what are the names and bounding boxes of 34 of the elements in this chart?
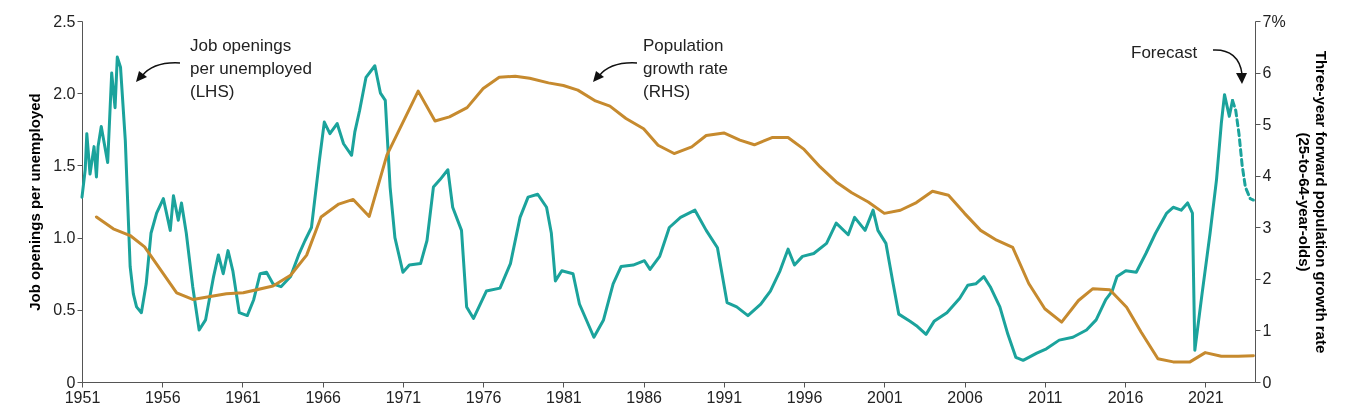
x-tick-label: 2011	[1028, 388, 1063, 406]
y2-tick-label: 5	[1262, 115, 1272, 133]
y-axis-title: Job openings per unemployed	[26, 93, 44, 311]
x-tick-label: 1976	[465, 388, 502, 406]
x-tick-label: 1981	[546, 388, 582, 406]
x-tick-label: 1956	[144, 388, 181, 406]
x-tick-label: 2006	[947, 388, 983, 406]
y2-tick-label: 3	[1262, 218, 1272, 236]
y2-tick-label: 0	[1262, 373, 1272, 391]
x-tick-label: 1991	[706, 388, 743, 406]
x-tick-label: 1986	[626, 388, 663, 406]
x-tick-label: 1961	[225, 388, 261, 406]
y2-tick-label: 7%	[1262, 12, 1286, 30]
y2-tick-label: 2	[1262, 270, 1272, 288]
x-tick-label: 1971	[385, 388, 422, 406]
x-tick-label: 2021	[1187, 388, 1224, 406]
x-tick-label: 1951	[64, 388, 101, 406]
annotation: Forecast	[1131, 43, 1198, 62]
annotation: Population growth rate (RHS)	[643, 36, 729, 101]
y-tick-label: 1.0	[53, 229, 76, 247]
y2-tick-label: 1	[1262, 321, 1272, 339]
y2-axis-title: Three-year forward population growth rate (25-to-64-year-olds)	[1295, 50, 1330, 354]
x-tick-label: 1996	[786, 388, 823, 406]
annotation: Job openings per unemployed (LHS)	[190, 36, 312, 101]
y-tick-label: 0.5	[53, 301, 76, 319]
x-tick-label: 1966	[305, 388, 342, 406]
y-tick-label: 1.5	[53, 156, 76, 174]
y-tick-label: 2.5	[53, 12, 76, 30]
y2-tick-label: 4	[1262, 167, 1272, 185]
x-tick-label: 2001	[867, 388, 903, 406]
y2-tick-label: 6	[1262, 64, 1272, 82]
y-tick-label: 2.0	[53, 84, 76, 102]
y-tick-label: 0	[66, 373, 76, 391]
x-tick-label: 2016	[1107, 388, 1144, 406]
